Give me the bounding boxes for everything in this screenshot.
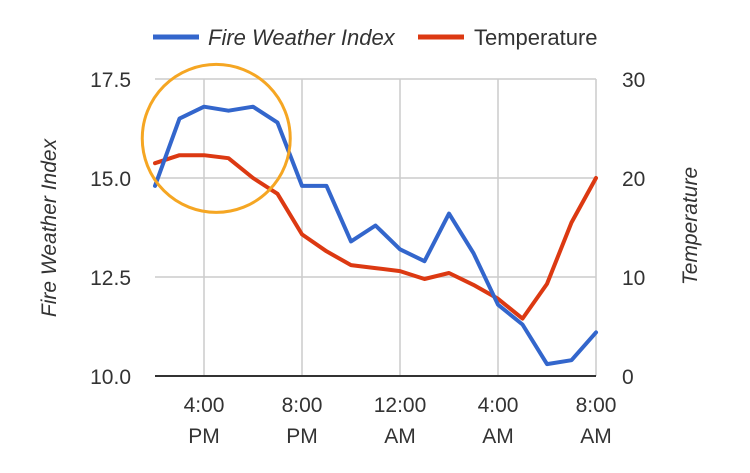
annotations [140,62,292,214]
fire-weather-index-line [153,104,598,367]
right-axis-tick-label: 30 [622,69,645,92]
tick-labels: 10.0 12.5 15.0 17.5 0 10 20 30 4:00 PM 8:00 PM 12:00… [38,69,702,448]
left-axis-tick-label: 17.5 [90,69,131,92]
x-axis-tick-label-time: 4:00 [184,394,225,417]
right-axis-tick-label: 20 [622,168,645,191]
left-axis-tick-label: 15.0 [90,168,131,191]
x-axis-tick-label-time: 12:00 [374,394,427,417]
right-axis-tick-label: 0 [622,366,634,389]
highlight-circle [140,62,292,214]
legend-label-temperature: Temperature [474,25,598,50]
x-axis-tick-label-meridiem: PM [188,425,220,448]
legend-label-fire-weather-index: Fire Weather Index [208,25,396,50]
x-axis-tick-label-meridiem: PM [286,425,318,448]
x-axis-tick-label-meridiem: AM [482,425,514,448]
x-axis-tick-label-time: 4:00 [478,394,519,417]
x-axis-tick-label-meridiem: AM [384,425,416,448]
temperature-line [153,153,598,321]
left-axis-title: Fire Weather Index [38,137,61,317]
right-axis-tick-label: 10 [622,267,645,290]
x-axis-tick-label-meridiem: AM [580,425,612,448]
x-axis-tick-label-time: 8:00 [282,394,323,417]
series-lines [153,104,598,367]
grid [155,78,597,376]
left-axis-tick-label: 12.5 [90,267,131,290]
x-axis-tick-label-time: 8:00 [576,394,617,417]
right-axis-title: Temperature [679,167,702,285]
left-axis-tick-label: 10.0 [90,366,131,389]
legend: Fire Weather Index Temperature [153,25,598,50]
